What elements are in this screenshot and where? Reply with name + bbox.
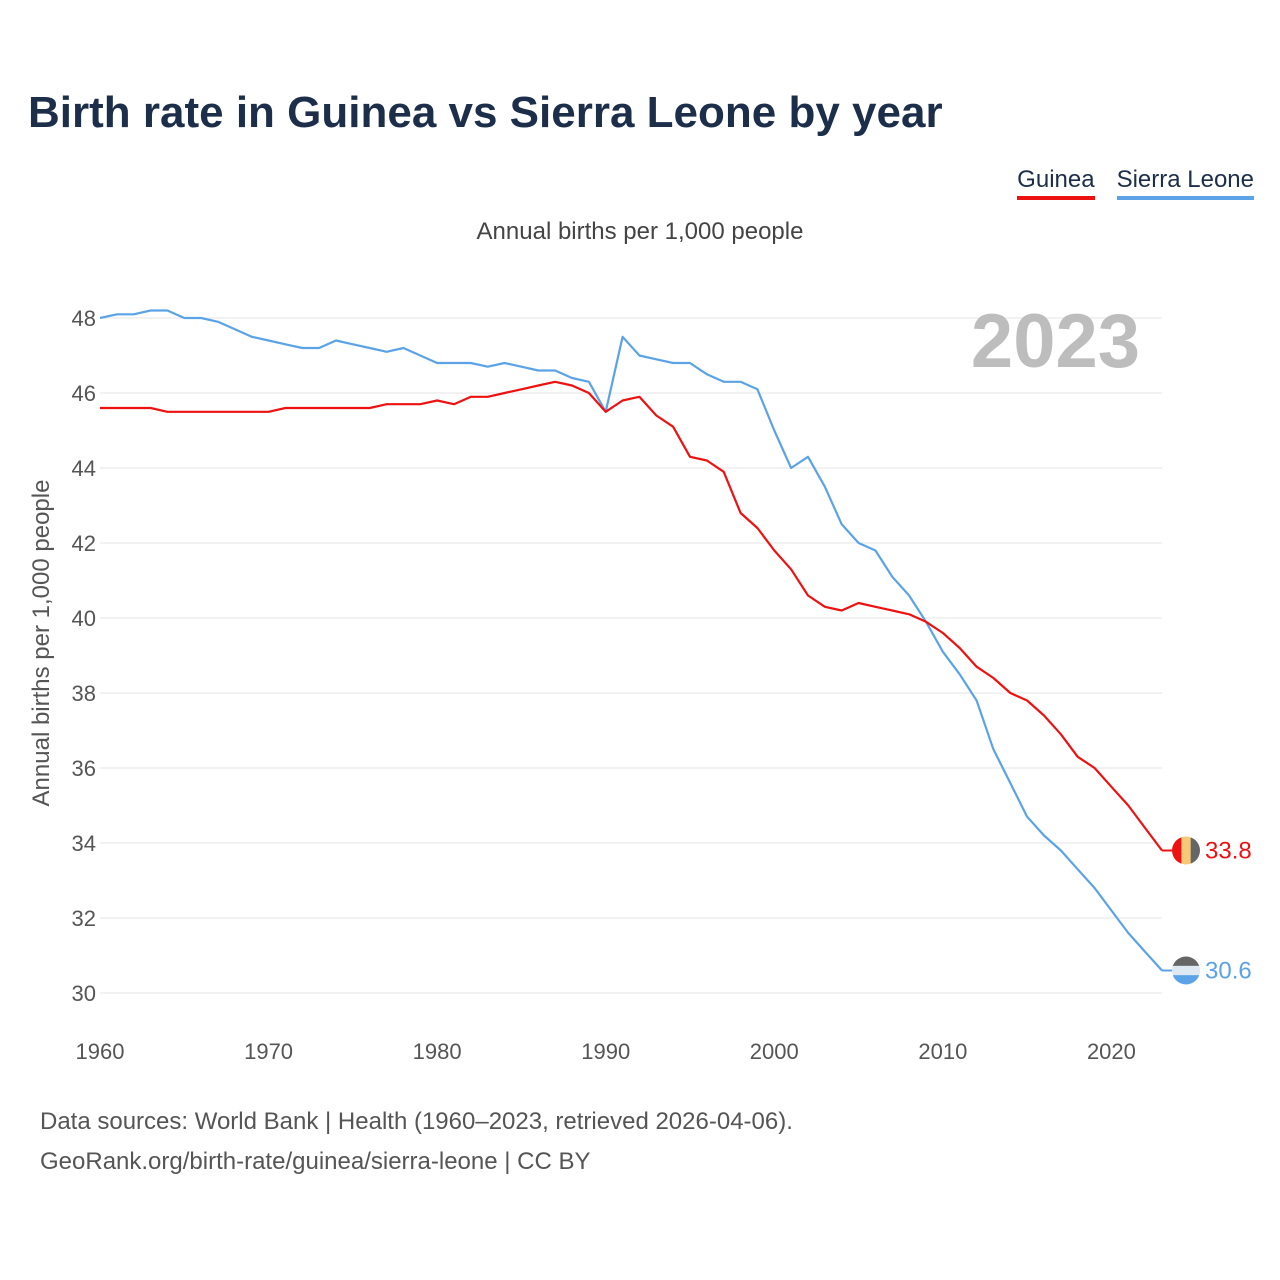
y-tick-label: 38: [72, 681, 96, 706]
x-tick-label: 1990: [581, 1039, 630, 1064]
legend: Guinea Sierra Leone: [1017, 166, 1254, 200]
y-tick-label: 30: [72, 981, 96, 1006]
series-line-guinea: [100, 380, 1163, 852]
y-tick-label: 36: [72, 756, 96, 781]
series-line-sierra-leone: [99, 309, 1163, 972]
x-tick-label: 2000: [750, 1039, 799, 1064]
end-value-label-guinea: 33.8: [1205, 838, 1252, 865]
x-tick-label: 2020: [1087, 1039, 1136, 1064]
y-tick-label: 44: [72, 456, 96, 481]
y-tick-label: 48: [72, 306, 96, 331]
sierra-leone-flag-icon: [1172, 956, 1200, 985]
y-tick-label: 34: [72, 831, 96, 856]
x-tick-label: 1960: [76, 1039, 125, 1064]
y-tick-label: 40: [72, 606, 96, 631]
attribution-link[interactable]: GeoRank.org/birth-rate/guinea/sierra-leo…: [40, 1148, 591, 1175]
data-source-text: Data sources: World Bank | Health (1960–…: [40, 1108, 793, 1135]
guinea-flag-icon: [1172, 836, 1200, 865]
x-tick-label: 2010: [918, 1039, 967, 1064]
end-value-label-sierra-leone: 30.6: [1205, 958, 1252, 985]
year-badge: 2023: [970, 299, 1140, 384]
x-tick-label: 1980: [413, 1039, 462, 1064]
y-tick-label: 32: [72, 906, 96, 931]
y-tick-label: 42: [72, 531, 96, 556]
chart-title: Birth rate in Guinea vs Sierra Leone by …: [28, 88, 943, 137]
legend-item-guinea[interactable]: Guinea: [1017, 166, 1095, 200]
chart-subtitle: Annual births per 1,000 people: [476, 218, 804, 245]
legend-item-sierra-leone[interactable]: Sierra Leone: [1116, 166, 1254, 200]
x-tick-label: 1970: [244, 1039, 293, 1064]
y-tick-label: 46: [72, 381, 96, 406]
